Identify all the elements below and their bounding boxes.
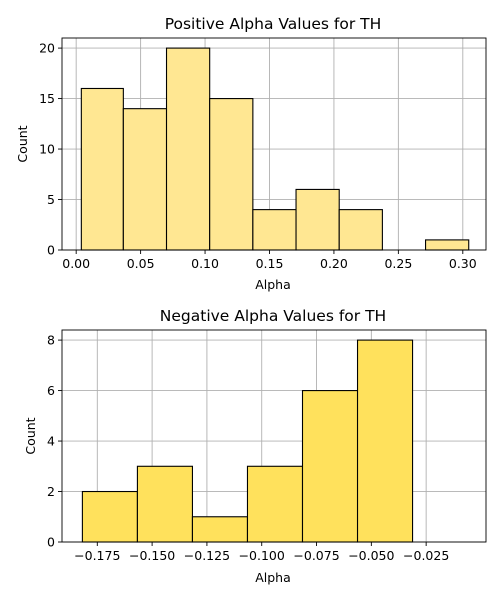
x-tick-label: 0.15 [256, 256, 284, 271]
chart-title: Positive Alpha Values for TH [165, 15, 382, 33]
y-tick-label: 10 [39, 142, 55, 157]
y-tick-label: 2 [47, 484, 55, 499]
histogram-bar [209, 98, 254, 251]
chart-title: Negative Alpha Values for TH [160, 307, 386, 325]
y-tick-label: 20 [39, 41, 55, 56]
x-axis-label: Alpha [255, 277, 291, 292]
histogram-bar [356, 339, 414, 543]
y-tick-label: 4 [47, 434, 55, 449]
histogram-bar [295, 188, 340, 251]
histogram-bar [191, 516, 249, 543]
histogram-bar [81, 490, 138, 543]
x-tick-label: −0.150 [129, 548, 175, 563]
histogram-bar [338, 209, 383, 251]
y-tick-label: 5 [47, 192, 55, 207]
x-tick-label: 0.05 [127, 256, 155, 271]
negative-alpha-histogram: Negative Alpha Values for TH Alpha Count… [23, 307, 487, 585]
x-tick-label: 0.00 [62, 256, 90, 271]
positive-alpha-histogram: Positive Alpha Values for TH Alpha Count… [15, 15, 487, 292]
y-tick-label: 8 [47, 333, 55, 348]
y-tick-label: 0 [47, 535, 55, 550]
x-tick-label: −0.050 [348, 548, 394, 563]
x-tick-label: 0.10 [191, 256, 219, 271]
x-tick-label: −0.175 [74, 548, 120, 563]
histogram-bar [80, 87, 124, 251]
x-tick-label: −0.075 [293, 548, 339, 563]
y-axis-label: Count [15, 125, 30, 162]
bars [80, 47, 470, 251]
histogram-bar [136, 465, 193, 543]
histogram-bar [301, 390, 359, 543]
y-axis-label: Count [23, 417, 38, 454]
y-tick-label: 6 [47, 383, 55, 398]
histogram-bar [246, 465, 304, 543]
plot-frame [61, 329, 487, 543]
x-tick-label: 0.25 [384, 256, 412, 271]
histogram-bar [122, 108, 168, 251]
plot-frame [61, 37, 487, 251]
x-tick-label: −0.100 [239, 548, 285, 563]
y-tick-label: 0 [47, 243, 55, 258]
x-tick-label: 0.30 [449, 256, 477, 271]
x-tick-label: 0.20 [320, 256, 348, 271]
x-tick-label: −0.125 [184, 548, 230, 563]
histogram-bar [252, 209, 297, 251]
x-tick-label: −0.025 [403, 548, 449, 563]
bars [81, 339, 414, 543]
histogram-bar [425, 239, 470, 251]
x-axis-label: Alpha [255, 570, 291, 585]
y-tick-label: 15 [39, 91, 55, 106]
histogram-bar [165, 47, 211, 251]
